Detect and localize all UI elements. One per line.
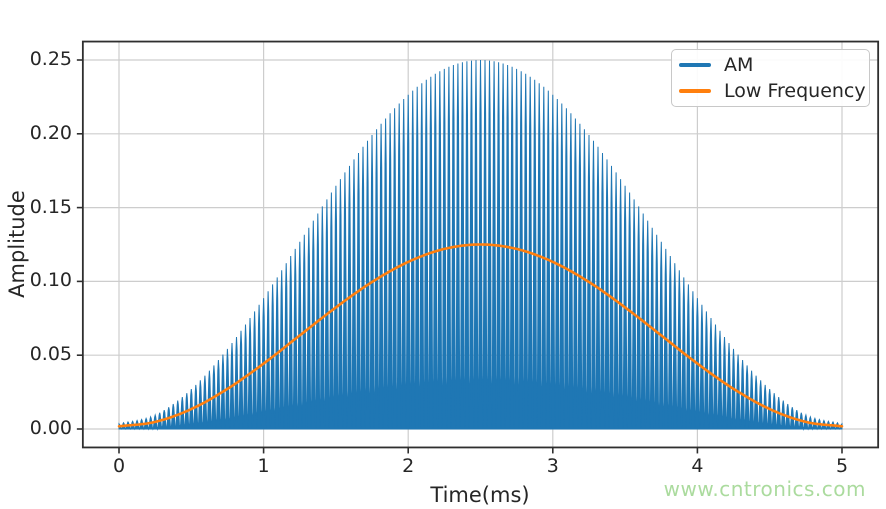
x-tick-label: 4 <box>691 455 704 477</box>
y-tick-label: 0.20 <box>29 121 72 144</box>
x-tick-label: 5 <box>835 455 849 477</box>
x-tick-label: 2 <box>402 455 415 477</box>
watermark: www.cntronics.com <box>663 477 866 501</box>
y-tick-label: 0.15 <box>29 195 72 218</box>
legend-label: AM <box>724 54 754 77</box>
legend-label: Low Frequency <box>724 79 866 102</box>
legend-line-sample <box>679 63 711 67</box>
x-tick-label: 1 <box>257 455 270 477</box>
series-low-frequency <box>117 243 844 428</box>
axes-spines <box>81 40 880 449</box>
legend-entry: AM <box>679 53 869 78</box>
y-tick-label: 0.00 <box>29 417 72 439</box>
legend: AM Low Frequency <box>671 49 870 107</box>
y-tick-label: 0.10 <box>29 269 72 292</box>
y-tick-label: 0.05 <box>29 343 72 366</box>
legend-entry: Low Frequency <box>679 78 869 103</box>
x-tick-label: 3 <box>546 455 559 477</box>
y-axis-label: Amplitude <box>5 190 29 298</box>
x-axis-label: Time(ms) <box>430 483 530 507</box>
y-tick-label: 0.25 <box>29 48 72 70</box>
x-tick-label: 0 <box>112 455 126 477</box>
legend-line-sample <box>679 89 711 93</box>
